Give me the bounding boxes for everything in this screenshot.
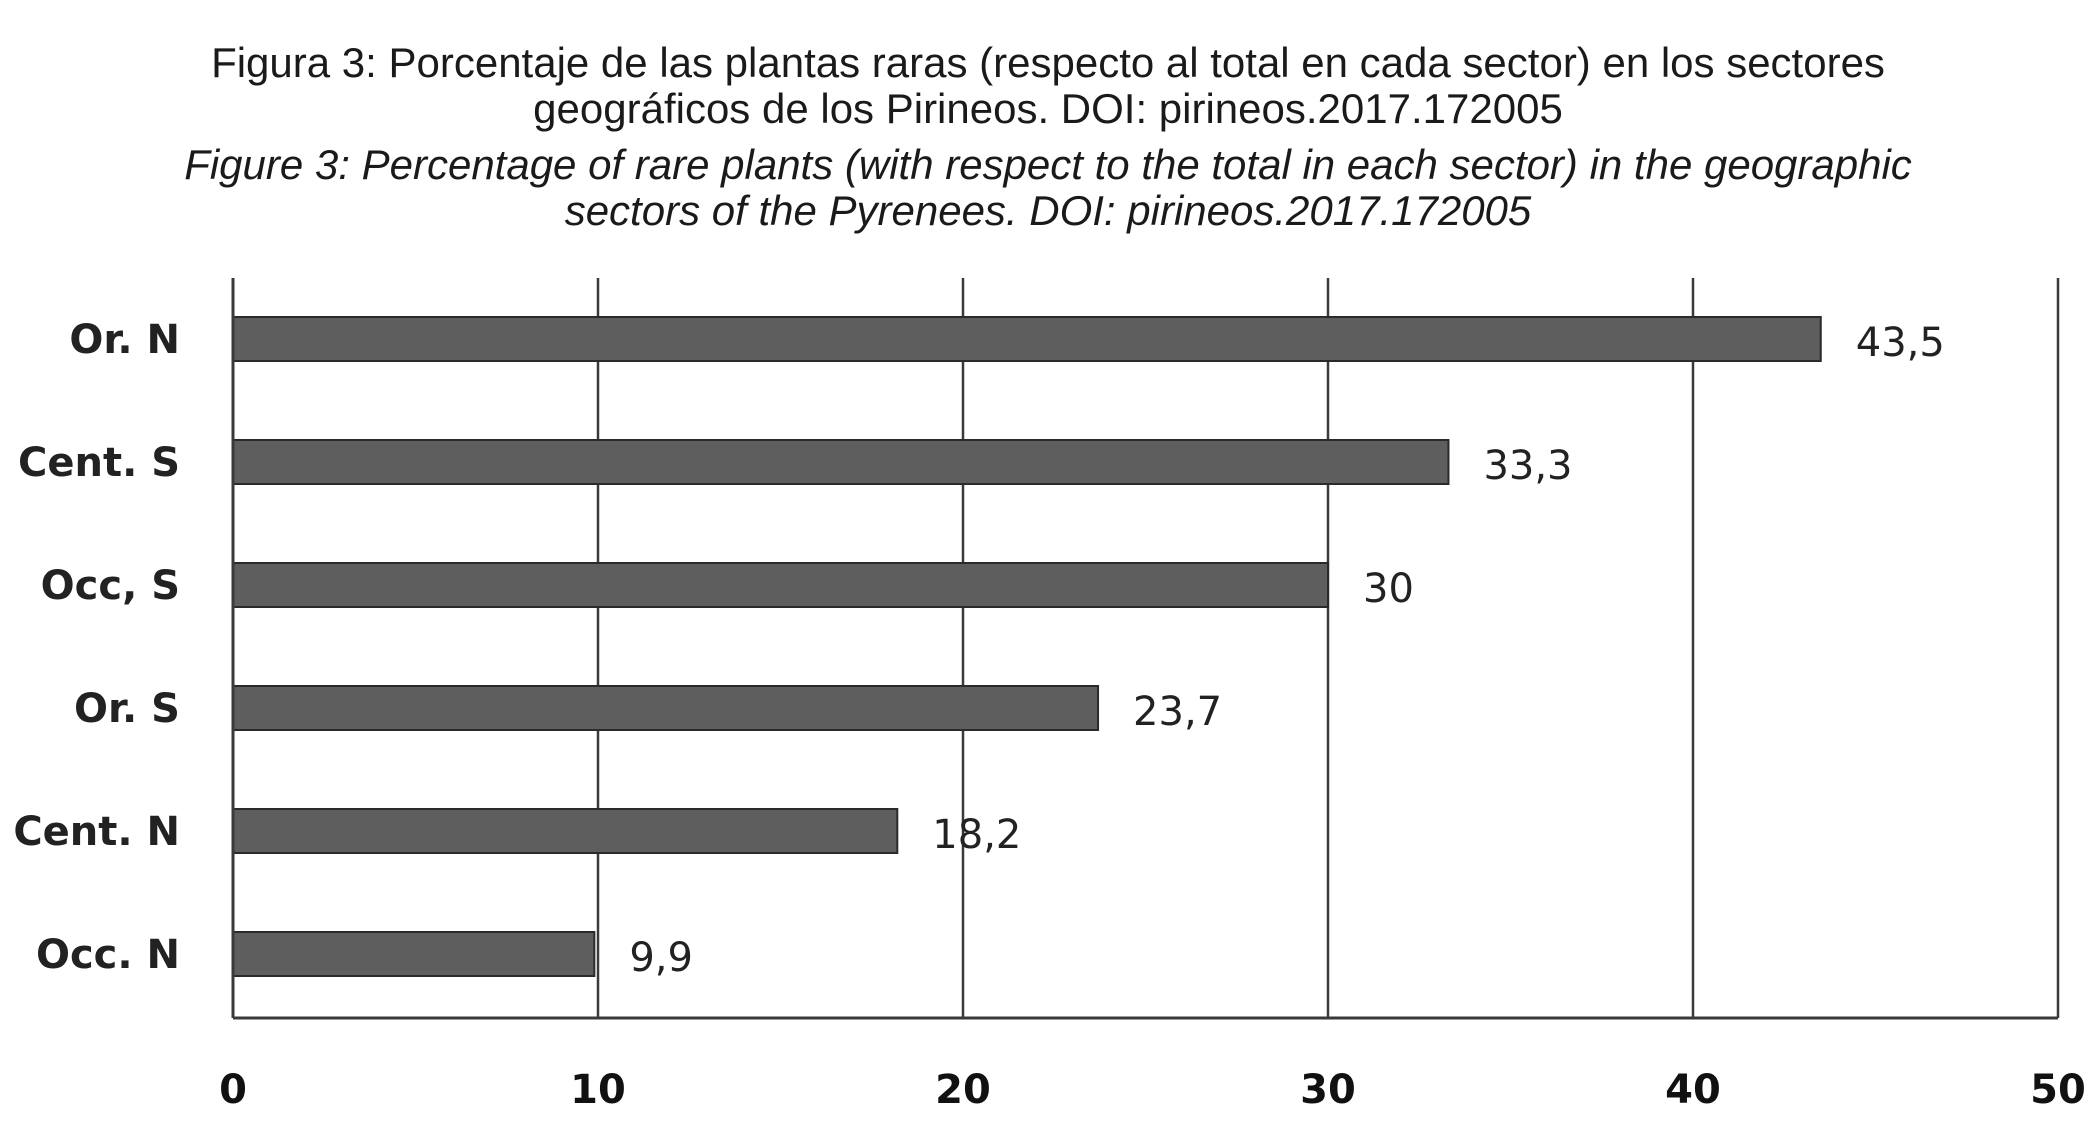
caption-es-line-1: Figura 3: Porcentaje de las plantas rara… — [211, 39, 1885, 86]
value-label: 33,3 — [1483, 443, 1572, 489]
category-label: Cent. N — [13, 809, 180, 855]
caption-english: Figure 3: Percentage of rare plants (wit… — [0, 142, 2096, 234]
bar — [232, 316, 1822, 362]
caption-spanish: Figura 3: Porcentaje de las plantas rara… — [0, 40, 2096, 132]
category-label: Cent. S — [18, 440, 180, 486]
category-label: Occ. N — [36, 932, 180, 978]
x-tick-label: 40 — [1665, 1067, 1721, 1113]
value-label: 23,7 — [1133, 689, 1222, 735]
gridlines — [596, 278, 2060, 1018]
bar — [232, 562, 1329, 608]
labels: 0 10 20 30 40 50 Or. N 43,5 Cent. S 33,3 Occ, S 30 O… — [13, 317, 2086, 1113]
category-label: Or. S — [74, 686, 180, 732]
category-label: Or. N — [69, 317, 180, 363]
bar — [232, 685, 1100, 731]
value-label: 18,2 — [932, 812, 1021, 858]
value-label: 30 — [1363, 566, 1414, 612]
x-tick-label: 20 — [935, 1067, 991, 1113]
value-label: 9,9 — [629, 935, 693, 981]
caption-es-line-2: geográficos de los Pirineos. DOI: pirine… — [533, 85, 1563, 132]
x-tick-label: 10 — [570, 1067, 626, 1113]
value-label: 43,5 — [1856, 320, 1945, 366]
caption-en-line-1: Figure 3: Percentage of rare plants (wit… — [184, 141, 1912, 188]
x-tick-label: 50 — [2030, 1067, 2086, 1113]
bar — [232, 808, 899, 854]
bars — [232, 316, 1822, 977]
x-tick-label: 30 — [1300, 1067, 1356, 1113]
bar — [232, 931, 596, 977]
category-label: Occ, S — [41, 563, 180, 609]
caption-en-line-2: sectors of the Pyrenees. DOI: pirineos.2… — [564, 187, 1532, 234]
x-tick-label: 0 — [219, 1067, 247, 1113]
axes — [231, 278, 2058, 1020]
bar — [232, 439, 1450, 485]
